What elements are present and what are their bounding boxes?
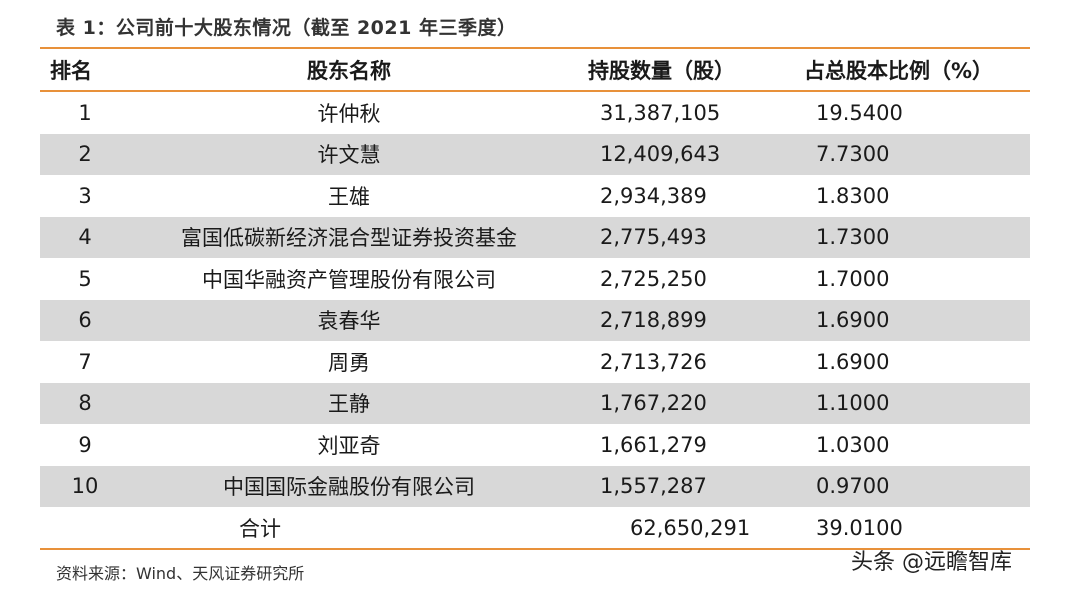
source-note: 资料来源：Wind、天风证券研究所: [56, 564, 305, 583]
ratio-cell: 1.6900: [816, 308, 890, 332]
ratio-cell: 7.7300: [816, 142, 890, 166]
table-title: 表 1：公司前十大股东情况（截至 2021 年三季度）: [56, 17, 517, 39]
rank-cell: 8: [78, 391, 92, 415]
rank-cell: 1: [78, 100, 92, 125]
rank-cell: 6: [78, 308, 92, 332]
shares-cell: 2,713,726: [600, 349, 707, 374]
rank-cell: 3: [78, 183, 92, 208]
header-name: 股东名称: [307, 58, 391, 83]
name-cell: 刘亚奇: [317, 433, 381, 458]
table-row: 5 中国华融资产管理股份有限公司 2,725,250 1.7000: [40, 258, 1030, 299]
watermark: 头条 @远瞻智库: [851, 544, 1012, 576]
header-ratio: 占总股本比例（%）: [804, 58, 994, 83]
header-shares: 持股数量（股）: [588, 58, 735, 83]
shares-cell: 2,934,389: [600, 183, 707, 208]
header-rank: 排名: [50, 58, 92, 83]
name-cell: 王静: [328, 392, 370, 416]
total-shares: 62,650,291: [630, 515, 751, 540]
shares-cell: 12,409,643: [600, 142, 721, 166]
name-cell: 许仲秋: [317, 101, 381, 126]
watermark-text: 头条 @远瞻智库: [851, 550, 1012, 575]
shares-cell: 2,718,899: [600, 308, 707, 332]
name-cell: 中国华融资产管理股份有限公司: [202, 267, 496, 292]
table-row: 6 袁春华 2,718,899 1.6900: [40, 299, 1030, 341]
table-row: 7 周勇 2,713,726 1.6900: [40, 341, 1030, 382]
ratio-cell: 0.9700: [816, 474, 890, 498]
shares-cell: 2,775,493: [600, 225, 707, 249]
rank-cell: 7: [78, 349, 92, 374]
ratio-cell: 1.0300: [816, 432, 890, 457]
shares-cell: 31,387,105: [600, 100, 721, 125]
table-row: 8 王静 1,767,220 1.1000: [40, 382, 1030, 424]
shares-cell: 1,661,279: [600, 432, 707, 457]
rank-cell: 4: [78, 225, 92, 249]
name-cell: 袁春华: [317, 309, 381, 333]
name-cell: 周勇: [328, 350, 370, 375]
name-cell: 富国低碳新经济混合型证券投资基金: [181, 226, 517, 250]
name-cell: 王雄: [328, 184, 370, 209]
shares-cell: 2,725,250: [600, 266, 707, 291]
table-row: 3 王雄 2,934,389 1.8300: [40, 175, 1030, 216]
ratio-cell: 1.6900: [816, 349, 890, 374]
table-row: 10 中国国际金融股份有限公司 1,557,287 0.9700: [40, 465, 1030, 507]
name-cell: 中国国际金融股份有限公司: [223, 475, 475, 499]
rank-cell: 5: [78, 266, 92, 291]
total-ratio: 39.0100: [816, 515, 903, 540]
ratio-cell: 1.8300: [816, 183, 890, 208]
table-row: 2 许文慧 12,409,643 7.7300: [40, 133, 1030, 175]
shares-cell: 1,557,287: [600, 474, 707, 498]
table-row: 4 富国低碳新经济混合型证券投资基金 2,775,493 1.7300: [40, 216, 1030, 258]
table-row: 9 刘亚奇 1,661,279 1.0300: [40, 424, 1030, 465]
ratio-cell: 1.7000: [816, 266, 890, 291]
header-rule: [40, 90, 1030, 92]
table-header: 排名 股东名称 持股数量（股） 占总股本比例（%）: [40, 49, 1030, 90]
total-label: 合计: [239, 516, 281, 541]
rank-cell: 9: [78, 432, 92, 457]
shares-cell: 1,767,220: [600, 391, 707, 415]
ratio-cell: 1.1000: [816, 391, 890, 415]
ratio-cell: 1.7300: [816, 225, 890, 249]
top-rule: [40, 47, 1030, 49]
rank-cell: 2: [78, 142, 92, 166]
ratio-cell: 19.5400: [816, 100, 903, 125]
bottom-rule: [40, 548, 1030, 550]
total-row: 合计 62,650,291 39.0100: [40, 507, 1030, 548]
table-row: 1 许仲秋 31,387,105 19.5400: [40, 92, 1030, 133]
rank-cell: 10: [71, 474, 99, 498]
name-cell: 许文慧: [317, 143, 381, 167]
